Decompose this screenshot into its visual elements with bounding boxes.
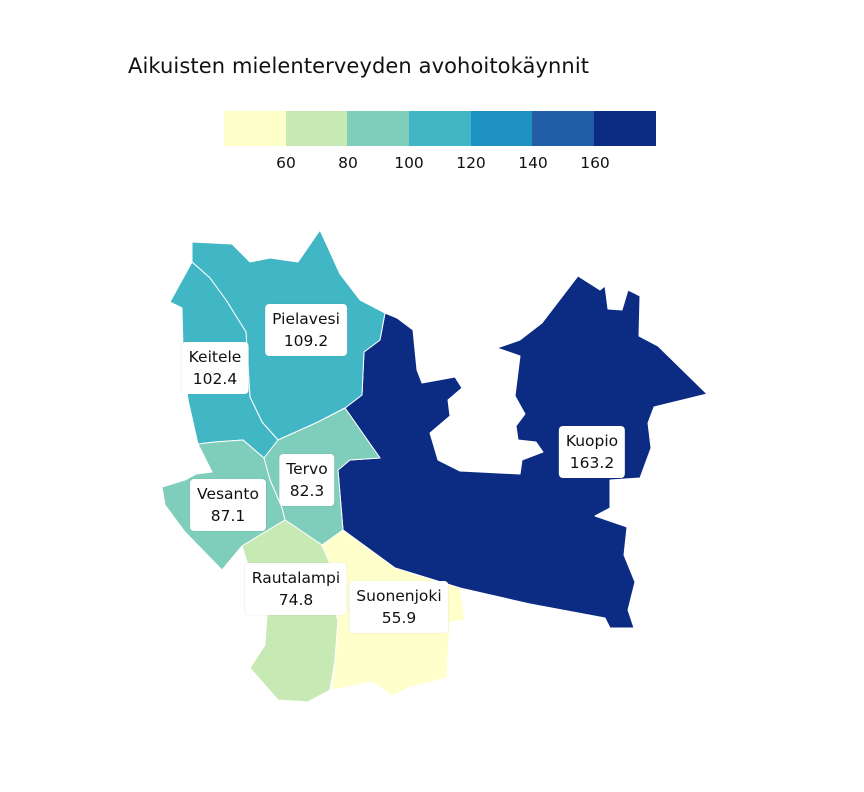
region-name: Tervo — [286, 458, 327, 480]
region-label-kuopio: Kuopio 163.2 — [559, 426, 625, 478]
region-value: 163.2 — [566, 452, 618, 474]
region-label-tervo: Tervo 82.3 — [279, 454, 334, 506]
region-value: 87.1 — [197, 505, 259, 527]
region-label-vesanto: Vesanto 87.1 — [190, 479, 266, 531]
region-name: Pielavesi — [272, 308, 340, 330]
region-label-keitele: Keitele 102.4 — [182, 342, 249, 394]
region-name: Suonenjoki — [356, 585, 441, 607]
region-label-pielavesi: Pielavesi 109.2 — [265, 304, 347, 356]
region-name: Kuopio — [566, 430, 618, 452]
region-label-rautalampi: Rautalampi 74.8 — [245, 563, 347, 615]
region-value: 74.8 — [252, 589, 340, 611]
region-value: 82.3 — [286, 480, 327, 502]
region-value: 55.9 — [356, 607, 441, 629]
region-value: 102.4 — [189, 368, 242, 390]
region-value: 109.2 — [272, 330, 340, 352]
region-name: Vesanto — [197, 483, 259, 505]
region-name: Keitele — [189, 346, 242, 368]
region-label-suonenjoki: Suonenjoki 55.9 — [349, 581, 448, 633]
region-name: Rautalampi — [252, 567, 340, 589]
